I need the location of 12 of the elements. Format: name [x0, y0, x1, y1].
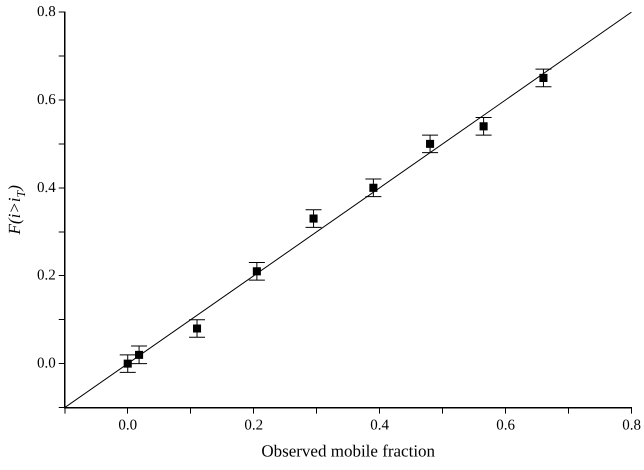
- y-axis-title: F(i>iT): [5, 184, 28, 236]
- x-axis-title: Observed mobile fraction: [261, 441, 436, 460]
- x-tick-label: 0.8: [622, 418, 641, 434]
- x-tick-label: 0.4: [370, 418, 390, 434]
- x-tick-label: 0.2: [244, 418, 264, 434]
- y-tick-label: 0.2: [37, 268, 56, 284]
- y-tick-label: 0.4: [37, 180, 56, 196]
- y-tick-label: 0.6: [37, 92, 56, 108]
- text: 0.0: [37, 356, 56, 372]
- x-tick-label: 0.6: [496, 418, 516, 434]
- text: 0.0: [118, 418, 138, 434]
- y-tick-label: 0.8: [37, 4, 56, 20]
